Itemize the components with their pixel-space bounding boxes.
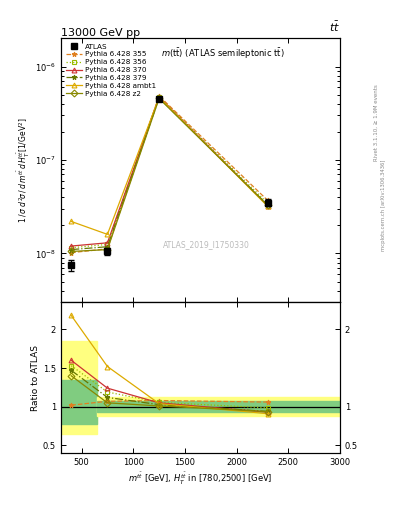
Pythia 6.428 z2 [265,202,270,208]
Bar [61,341,97,434]
Pythia 6.428 z2 [69,248,73,254]
Bar [97,401,340,412]
Legend: ATLAS, Pythia 6.428 355, Pythia 6.428 356, Pythia 6.428 370, Pythia 6.428 379, P: ATLAS, Pythia 6.428 355, Pythia 6.428 35… [64,42,157,98]
Pythia 6.428 ambt1 [265,203,270,209]
Pythia 6.428 355 [69,249,73,255]
Line: Pythia 6.428 356: Pythia 6.428 356 [69,94,270,250]
Line: Pythia 6.428 379: Pythia 6.428 379 [69,95,270,252]
Text: mcplots.cern.ch [arXiv:1306.3436]: mcplots.cern.ch [arXiv:1306.3436] [381,159,386,250]
Line: Pythia 6.428 ambt1: Pythia 6.428 ambt1 [69,95,270,237]
Pythia 6.428 379 [69,246,73,252]
Pythia 6.428 370 [105,240,110,246]
Line: Pythia 6.428 370: Pythia 6.428 370 [69,95,270,248]
Text: ATLAS_2019_I1750330: ATLAS_2019_I1750330 [163,240,250,249]
Y-axis label: Ratio to ATLAS: Ratio to ATLAS [31,345,40,411]
Pythia 6.428 379 [157,95,162,101]
Pythia 6.428 ambt1 [105,231,110,238]
Line: Pythia 6.428 355: Pythia 6.428 355 [69,94,270,255]
Text: $t\bar{t}$: $t\bar{t}$ [329,20,340,34]
Pythia 6.428 370 [69,243,73,249]
Pythia 6.428 ambt1 [69,219,73,225]
Bar [61,380,97,424]
Pythia 6.428 370 [265,203,270,209]
Pythia 6.428 355 [157,93,162,99]
Pythia 6.428 379 [105,244,110,250]
Line: Pythia 6.428 z2: Pythia 6.428 z2 [69,96,270,254]
Pythia 6.428 355 [265,197,270,203]
Pythia 6.428 356 [69,245,73,251]
Pythia 6.428 370 [157,94,162,100]
Text: $m$(t$\bar{\rm t}$) (ATLAS semileptonic t$\bar{\rm t}$): $m$(t$\bar{\rm t}$) (ATLAS semileptonic … [161,46,285,61]
Bar [97,397,340,416]
Y-axis label: $1\,/\,\sigma\;d^2\!\sigma\,/\,d\,m^{t\bar{t}}\,d\,H_T^{t\bar{t}}$[1/GeV$^2$]: $1\,/\,\sigma\;d^2\!\sigma\,/\,d\,m^{t\b… [16,118,32,223]
Text: 13000 GeV pp: 13000 GeV pp [61,28,140,37]
Pythia 6.428 355 [105,246,110,252]
Pythia 6.428 356 [157,94,162,100]
Pythia 6.428 356 [105,241,110,247]
Text: Rivet 3.1.10, ≥ 1.9M events: Rivet 3.1.10, ≥ 1.9M events [374,84,379,161]
Pythia 6.428 379 [265,202,270,208]
Pythia 6.428 z2 [157,95,162,101]
Pythia 6.428 356 [265,200,270,206]
Pythia 6.428 ambt1 [157,94,162,100]
Pythia 6.428 z2 [105,246,110,252]
X-axis label: $m^{t\bar{t}}$ [GeV], $H_T^{t\bar{t}}$ in [780,2500] [GeV]: $m^{t\bar{t}}$ [GeV], $H_T^{t\bar{t}}$ i… [128,471,273,487]
